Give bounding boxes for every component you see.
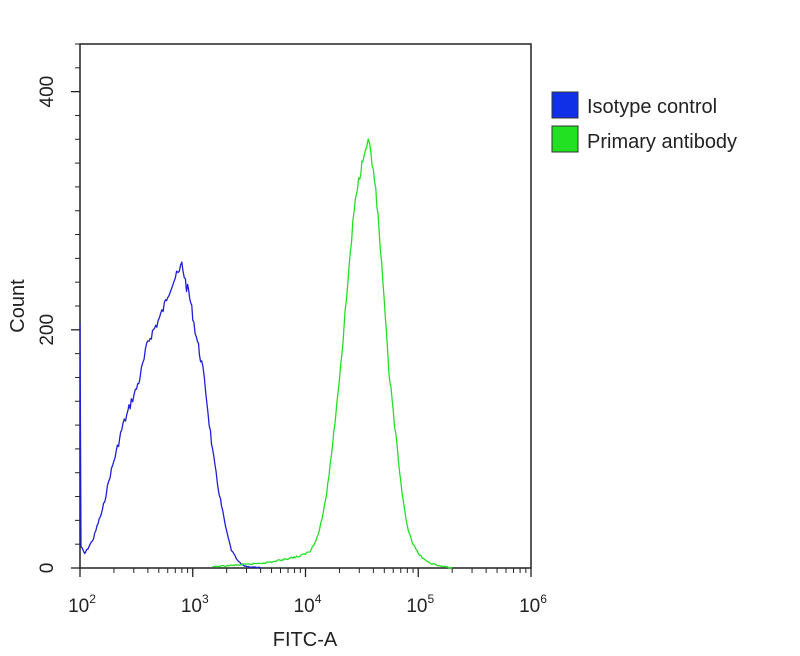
legend-label-primary-antibody: Primary antibody (587, 131, 737, 153)
legend-swatch-isotype-control (551, 91, 579, 119)
x-axis: 102 103 104 105 106 (68, 568, 547, 617)
y-axis-title: Count (7, 279, 29, 333)
x-tick-label: 105 (406, 592, 434, 617)
x-tick-label: 106 (519, 592, 547, 617)
y-tick-label: 200 (37, 314, 58, 346)
legend-label-isotype-control: Isotype control (587, 96, 717, 118)
plot-frame (79, 43, 532, 569)
legend-swatch-primary-antibody (551, 125, 579, 153)
x-axis-title: FITC-A (273, 629, 338, 651)
y-tick-label: 0 (37, 563, 58, 574)
x-tick-label: 103 (181, 592, 209, 617)
series-line-isotype-control (79, 261, 261, 569)
x-tick-label: 104 (294, 592, 322, 617)
series-line-primary-antibody (212, 138, 453, 569)
series-layer (79, 138, 453, 569)
legend: Isotype control Primary antibody (551, 91, 737, 153)
y-axis: 0 200 400 (37, 43, 80, 574)
x-tick-label: 102 (68, 592, 96, 617)
y-tick-label: 400 (37, 76, 58, 108)
